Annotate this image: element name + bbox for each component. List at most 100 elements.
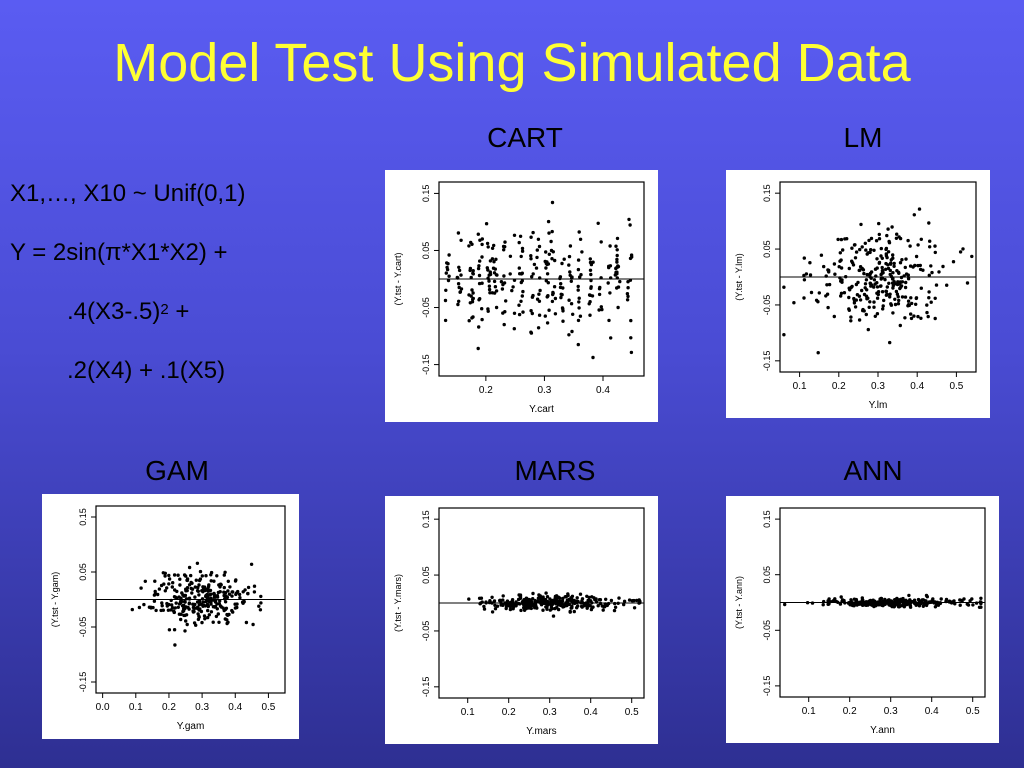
data-point (558, 596, 562, 600)
data-point (238, 596, 242, 600)
data-point (895, 269, 899, 273)
data-point (189, 580, 193, 585)
lm-plot-svg: 0.15 0.05 -0.05 -0.15 0.1 0.2 0.3 0.4 0.5 Y.lm (Y.… (734, 181, 977, 411)
x-axis-label: Y.gam (177, 721, 205, 732)
data-point (885, 285, 889, 289)
data-point (567, 298, 571, 302)
data-point (971, 603, 975, 607)
x-tick-label: 0.1 (793, 381, 807, 392)
data-point (251, 622, 255, 627)
data-point (548, 597, 552, 601)
data-point (142, 602, 146, 607)
formula-line-4: .2(X4) + .1(X5) (67, 357, 226, 384)
y-tick-label: 0.15 (762, 510, 772, 528)
data-point (444, 288, 448, 292)
data-point (510, 288, 514, 293)
data-point (615, 253, 619, 258)
data-point (531, 230, 535, 235)
data-point (613, 605, 618, 609)
data-point (230, 608, 234, 613)
data-point (222, 608, 226, 613)
data-point (468, 266, 473, 271)
data-point (529, 257, 533, 261)
data-point (532, 262, 537, 267)
x-axis-label: Y.cart (529, 404, 554, 415)
data-point (889, 302, 893, 306)
data-point (492, 243, 496, 248)
data-point (477, 281, 482, 286)
data-point (888, 340, 892, 345)
y-axis-label: (Y.tst - Y.gam) (50, 572, 60, 628)
data-point (493, 285, 498, 289)
data-point (167, 628, 172, 632)
data-point (549, 605, 554, 609)
y-axis-label: (Y.tst - Y.lm) (734, 253, 744, 301)
data-point (161, 571, 165, 575)
data-point (609, 598, 614, 603)
data-point (891, 256, 895, 260)
data-point (478, 238, 482, 242)
data-point (545, 321, 550, 325)
data-point (839, 291, 844, 295)
data-point (854, 597, 858, 602)
data-point (625, 298, 630, 302)
data-point (530, 295, 535, 299)
data-point (944, 597, 949, 602)
data-point (848, 603, 852, 607)
formula-block: X1,…, X10 ~ Unif(0,1) Y = 2sin(π*X1*X2) … (10, 180, 245, 416)
data-point (488, 270, 492, 274)
data-point (235, 602, 239, 606)
data-point (899, 597, 903, 601)
ann-residual-plot: 0.15 0.05 -0.05 -0.15 0.1 0.2 0.3 0.4 0.5 Y.ann (Y… (726, 496, 999, 743)
label-gam: GAM (145, 455, 209, 486)
data-point (893, 297, 897, 301)
data-point (809, 290, 814, 295)
data-point (919, 237, 923, 241)
data-point (482, 607, 487, 611)
data-point (869, 248, 873, 252)
data-point (202, 587, 206, 592)
data-point (195, 606, 199, 610)
data-point (512, 311, 517, 315)
data-point (520, 294, 524, 298)
data-point (458, 290, 463, 294)
data-point (606, 281, 610, 285)
data-point (214, 614, 219, 619)
data-point (536, 599, 540, 603)
data-point (259, 601, 263, 605)
data-point (494, 257, 498, 261)
data-point (613, 273, 617, 277)
data-point (233, 606, 238, 610)
data-point (837, 265, 841, 269)
data-point (504, 299, 508, 303)
data-point (174, 601, 178, 605)
data-point (588, 268, 593, 272)
data-point (860, 288, 864, 293)
data-point (871, 598, 875, 602)
data-point (888, 295, 892, 299)
data-point (204, 574, 208, 578)
data-point (570, 594, 575, 598)
data-point (881, 307, 885, 311)
data-point (521, 289, 525, 294)
data-point (900, 258, 904, 262)
data-point (561, 319, 565, 323)
data-point (182, 573, 187, 577)
data-point (849, 319, 853, 323)
data-point (802, 256, 806, 260)
data-point (887, 241, 892, 245)
y-tick-label: 0.05 (762, 240, 772, 258)
data-point (924, 593, 929, 598)
data-point (906, 303, 911, 307)
data-point (888, 268, 892, 273)
data-point (859, 600, 863, 604)
data-point (974, 601, 979, 605)
data-point (189, 573, 193, 578)
data-point (958, 603, 962, 607)
data-point (910, 301, 914, 306)
data-point (568, 244, 573, 248)
data-point (877, 260, 882, 265)
data-point (195, 561, 200, 565)
data-point (614, 244, 618, 248)
data-point (567, 254, 572, 259)
